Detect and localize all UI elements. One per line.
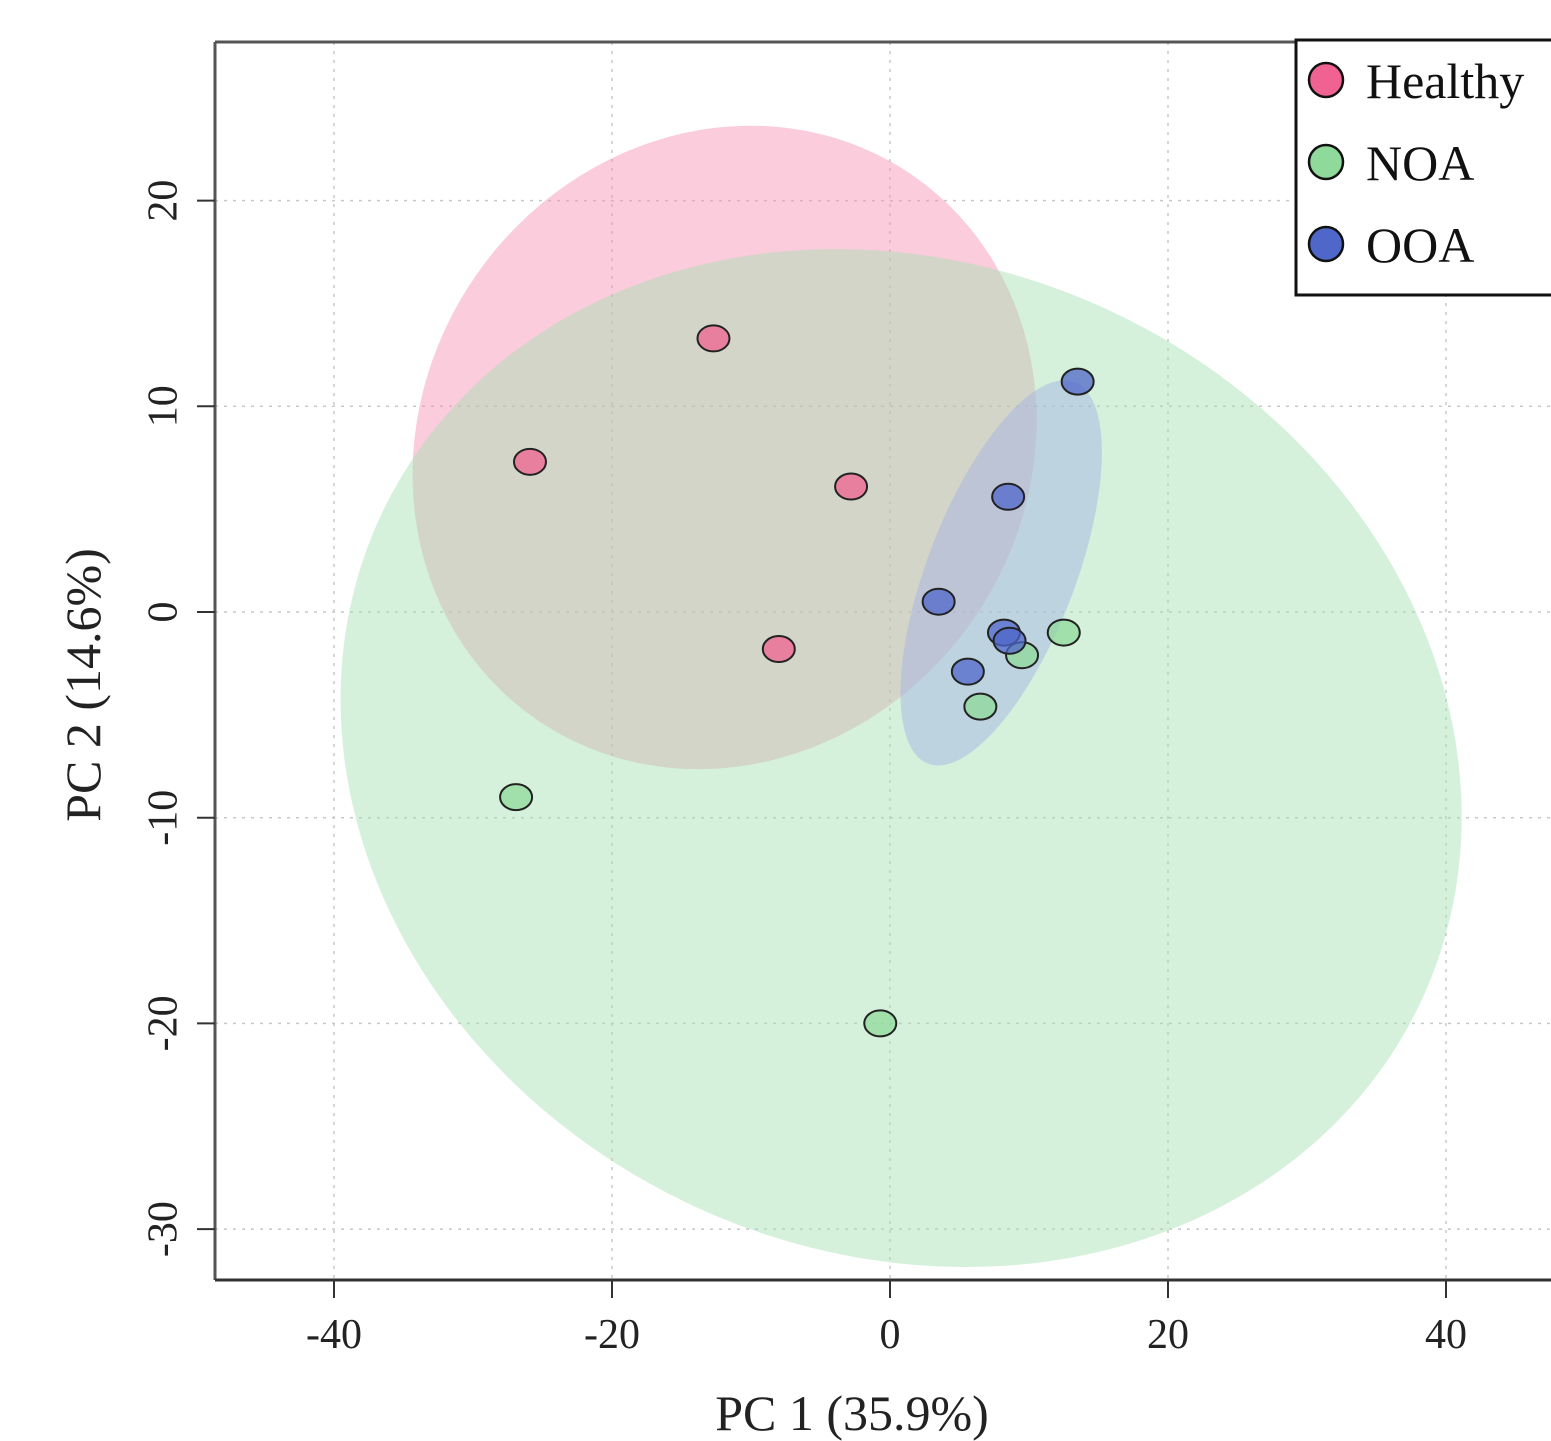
- y-tick-label: -20: [141, 995, 187, 1051]
- y-tick-label: -30: [141, 1201, 187, 1257]
- y-tick-label: -10: [141, 790, 187, 846]
- ellipse-noa: [340, 249, 1462, 1268]
- ellipse-healthy: [412, 125, 1037, 770]
- y-tick-label: 20: [141, 180, 187, 222]
- point-noa: [1046, 618, 1081, 647]
- point-ooa: [991, 482, 1026, 511]
- point-noa: [963, 692, 998, 721]
- legend: Healthy NOA OOA: [1294, 38, 1551, 297]
- x-tick-label: -40: [306, 1312, 362, 1358]
- point-noa: [499, 783, 534, 812]
- point-healthy: [834, 472, 869, 501]
- legend-label-noa: NOA: [1366, 135, 1474, 191]
- legend-marker-noa: [1307, 143, 1345, 181]
- x-tick-label: 0: [880, 1312, 901, 1358]
- point-healthy: [761, 635, 796, 664]
- confidence-ellipses: [340, 125, 1462, 1268]
- point-healthy: [512, 447, 547, 476]
- legend-marker-ooa: [1307, 225, 1345, 263]
- legend-label-healthy: Healthy: [1366, 53, 1524, 109]
- ellipse-ooa: [900, 380, 1102, 766]
- x-tick-label: 40: [1425, 1312, 1467, 1358]
- point-ooa: [950, 657, 985, 686]
- data-points: [499, 324, 1095, 1038]
- y-axis-title: PC 2 (14.6%): [55, 548, 111, 822]
- point-noa: [863, 1009, 898, 1038]
- point-ooa: [1060, 367, 1095, 396]
- x-tick-label: -20: [584, 1312, 640, 1358]
- y-tick-label: 10: [141, 385, 187, 427]
- point-healthy: [696, 324, 731, 353]
- x-tick-label: 20: [1147, 1312, 1189, 1358]
- point-ooa: [992, 626, 1027, 655]
- x-axis-title: PC 1 (35.9%): [715, 1385, 989, 1441]
- legend-label-ooa: OOA: [1366, 217, 1474, 273]
- y-tick-label: 0: [141, 602, 187, 623]
- legend-marker-healthy: [1307, 61, 1345, 99]
- point-ooa: [921, 587, 956, 616]
